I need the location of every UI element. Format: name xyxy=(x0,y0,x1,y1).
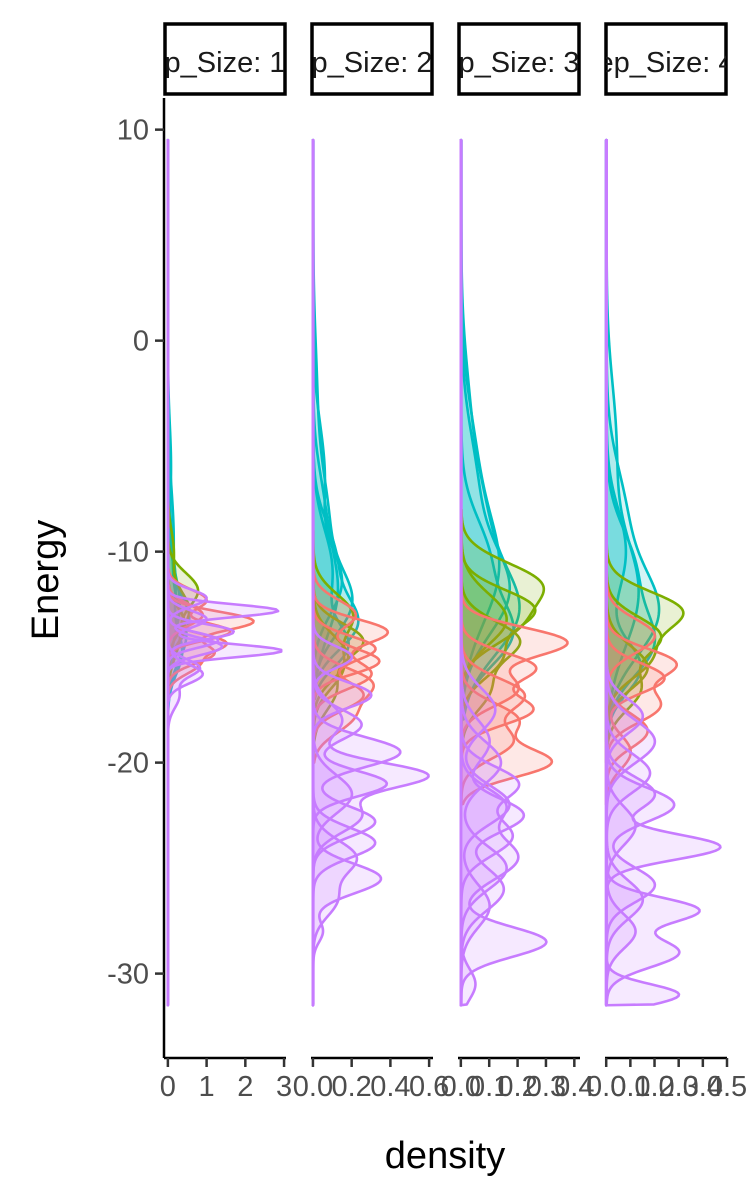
facet-panel-1: 0 1 2 3 p_Size: 1 xyxy=(160,22,292,1103)
facet-panel-3: 0.00.10.20.30.4 p_Size: 3 xyxy=(441,22,594,1103)
facet-strip xyxy=(457,22,581,96)
facet-strip xyxy=(310,22,434,96)
x-tick-label: 0 xyxy=(160,1071,176,1103)
purple-density-curve xyxy=(459,138,511,1007)
facet-panel-4: 0.00.10.20.30.40.5 ep_Size: 4 xyxy=(586,22,747,1103)
facet-strip-label: p_Size: 3 xyxy=(459,47,580,79)
x-tick-label: 0.2 xyxy=(332,1071,372,1103)
x-tick-label: 1 xyxy=(199,1071,215,1103)
x-tick-label: 0.2 xyxy=(497,1071,537,1103)
x-axis-title: density xyxy=(385,1135,505,1177)
facet-strip xyxy=(604,22,728,96)
y-tick-label: -20 xyxy=(107,748,149,780)
x-tick-label: 0.0 xyxy=(586,1071,626,1103)
y-tick-label: 10 xyxy=(117,115,149,147)
x-tick-label: 0.0 xyxy=(293,1071,333,1103)
x-tick-label: 0.6 xyxy=(409,1071,449,1103)
y-tick-label: 0 xyxy=(133,326,149,358)
purple-density-curve xyxy=(166,138,202,1007)
y-tick-label: -10 xyxy=(107,537,149,569)
purple-density-curve xyxy=(311,138,359,1007)
x-tick-label: 0.2 xyxy=(634,1071,674,1103)
x-tick-label: 0.4 xyxy=(370,1071,410,1103)
x-tick-label: 3 xyxy=(276,1071,292,1103)
x-tick-label: 0.5 xyxy=(707,1071,747,1103)
y-axis: 10 0 -10 -20 -30 xyxy=(107,98,166,1058)
y-tick-label: -30 xyxy=(107,959,149,991)
x-tick-label: 0.4 xyxy=(554,1071,594,1103)
panel-curves xyxy=(604,138,722,1007)
purple-density-curve xyxy=(604,138,652,1007)
x-tick-label: 0.3 xyxy=(659,1071,699,1103)
facet-strip-label: ep_Size: 4 xyxy=(597,47,734,79)
x-tick-label: 0.1 xyxy=(610,1071,650,1103)
facet-panel-2: 0.00.20.40.6 p_Size: 2 xyxy=(293,22,449,1103)
panels-layer: 0 1 2 3p_Size: 10.00.20.40.6p_Size: 20.00.1… xyxy=(160,22,747,1103)
x-tick-label: 0.4 xyxy=(683,1071,723,1103)
facet-strip-label: p_Size: 2 xyxy=(312,47,433,79)
panel-curves xyxy=(311,138,430,1007)
x-tick-label: 0.3 xyxy=(526,1071,566,1103)
x-tick-label: 2 xyxy=(237,1071,253,1103)
facet-strip-label: p_Size: 1 xyxy=(165,47,286,79)
panel-curves xyxy=(166,138,283,1007)
x-tick-label: 0.0 xyxy=(441,1071,481,1103)
panel-curves xyxy=(459,138,569,1007)
y-axis-title: Energy xyxy=(25,520,67,640)
x-tick-label: 0.1 xyxy=(469,1071,509,1103)
facet-strip xyxy=(163,22,287,96)
